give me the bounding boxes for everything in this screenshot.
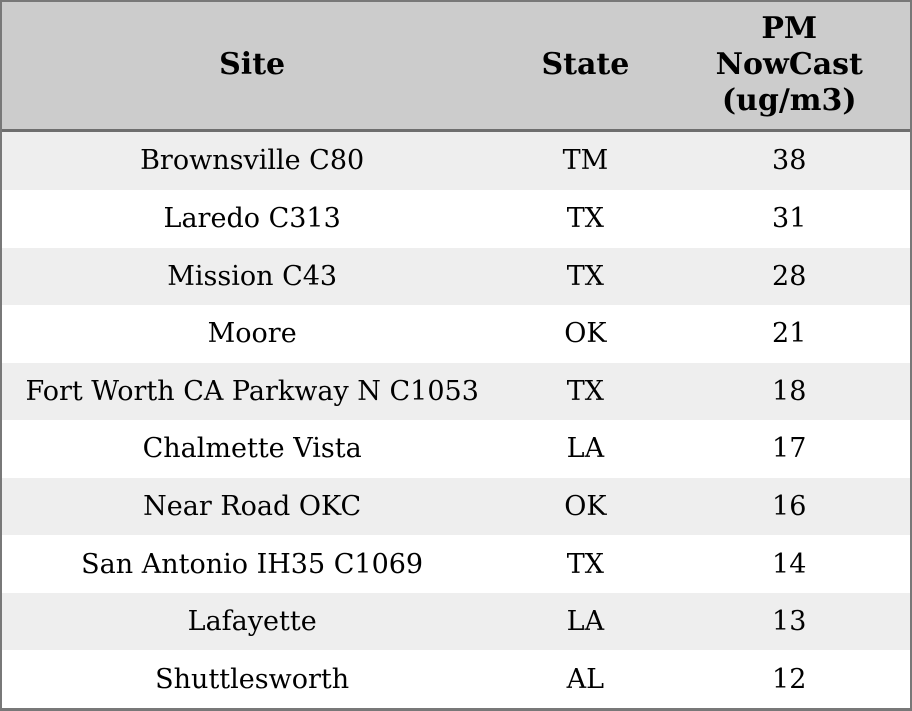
cell-pm: 13 bbox=[772, 606, 807, 638]
column-header-state: State bbox=[502, 2, 669, 132]
table-row: Laredo C313 TX 31 bbox=[2, 190, 910, 248]
table-header: Site State PM NowCast (ug/m3) bbox=[2, 2, 910, 132]
cell-state: OK bbox=[564, 318, 607, 350]
table-row: Mission C43 TX 28 bbox=[2, 247, 910, 306]
cell-site: Laredo C313 bbox=[163, 203, 341, 235]
cell-site: Near Road OKC bbox=[143, 491, 362, 523]
cell-site: Mission C43 bbox=[167, 260, 338, 292]
cell-state: OK bbox=[564, 491, 607, 523]
column-header-site: Site bbox=[2, 2, 503, 132]
table-body: Brownsville C80 TM 38 Laredo C313 TX 31 … bbox=[2, 130, 910, 708]
column-header-pm-nowcast: PM NowCast (ug/m3) bbox=[668, 2, 910, 132]
cell-pm: 12 bbox=[772, 663, 807, 695]
header-row: Site State PM NowCast (ug/m3) bbox=[2, 2, 910, 132]
cell-pm: 31 bbox=[772, 203, 807, 235]
cell-site: Moore bbox=[207, 318, 297, 350]
cell-pm: 17 bbox=[772, 433, 807, 465]
cell-state: TM bbox=[562, 145, 609, 177]
table-row: Shuttlesworth AL 12 bbox=[2, 650, 910, 708]
table-row: San Antonio IH35 C1069 TX 14 bbox=[2, 535, 910, 593]
table-row: Chalmette Vista LA 17 bbox=[2, 420, 910, 478]
table-row: Brownsville C80 TM 38 bbox=[2, 130, 910, 191]
cell-state: TX bbox=[566, 375, 604, 407]
table-row: Near Road OKC OK 16 bbox=[2, 477, 910, 536]
cell-pm: 21 bbox=[772, 318, 807, 350]
cell-pm: 38 bbox=[772, 145, 807, 177]
cell-pm: 16 bbox=[772, 491, 807, 523]
cell-state: TX bbox=[566, 548, 604, 580]
table-row: Moore OK 21 bbox=[2, 305, 910, 363]
cell-site: Fort Worth CA Parkway N C1053 bbox=[25, 375, 479, 407]
cell-state: TX bbox=[566, 203, 604, 235]
table-row: Fort Worth CA Parkway N C1053 TX 18 bbox=[2, 362, 910, 421]
table-row: Lafayette LA 13 bbox=[2, 592, 910, 651]
cell-state: LA bbox=[566, 433, 605, 465]
cell-pm: 18 bbox=[772, 375, 807, 407]
cell-site: Brownsville C80 bbox=[140, 145, 365, 177]
cell-site: Lafayette bbox=[187, 606, 317, 638]
cell-pm: 14 bbox=[772, 548, 807, 580]
cell-site: San Antonio IH35 C1069 bbox=[81, 548, 424, 580]
cell-state: TX bbox=[566, 260, 604, 292]
cell-site: Shuttlesworth bbox=[155, 663, 350, 695]
cell-state: AL bbox=[566, 663, 605, 695]
cell-pm: 28 bbox=[772, 260, 807, 292]
cell-state: LA bbox=[566, 606, 605, 638]
cell-site: Chalmette Vista bbox=[142, 433, 362, 465]
